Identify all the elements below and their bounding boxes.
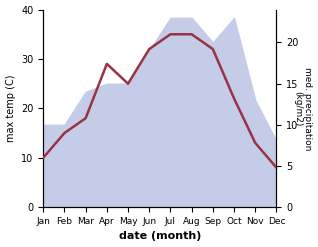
Y-axis label: max temp (C): max temp (C) bbox=[5, 75, 16, 142]
X-axis label: date (month): date (month) bbox=[119, 231, 201, 242]
Y-axis label: med. precipitation
(kg/m2): med. precipitation (kg/m2) bbox=[293, 67, 313, 150]
